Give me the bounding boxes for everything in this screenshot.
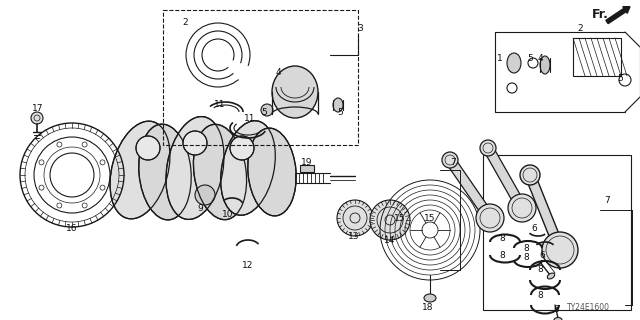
Text: 11: 11 xyxy=(244,114,256,123)
Polygon shape xyxy=(484,146,526,211)
Text: 8: 8 xyxy=(523,244,529,252)
Text: 5: 5 xyxy=(261,108,267,116)
Circle shape xyxy=(230,136,254,160)
Bar xyxy=(483,155,631,310)
Text: 8: 8 xyxy=(499,234,505,243)
Text: 14: 14 xyxy=(384,236,396,244)
Ellipse shape xyxy=(221,121,275,215)
Text: 7: 7 xyxy=(450,157,456,166)
Text: 6: 6 xyxy=(531,223,537,233)
Text: 6: 6 xyxy=(553,306,559,315)
Circle shape xyxy=(261,104,273,116)
Text: 7: 7 xyxy=(604,196,610,204)
Circle shape xyxy=(520,165,540,185)
Text: 3: 3 xyxy=(357,23,363,33)
Bar xyxy=(573,38,621,76)
Text: 8: 8 xyxy=(537,266,543,275)
Ellipse shape xyxy=(554,317,562,320)
Ellipse shape xyxy=(272,66,318,118)
Text: 8: 8 xyxy=(523,253,529,262)
Circle shape xyxy=(337,200,373,236)
Text: 8: 8 xyxy=(499,252,505,260)
Text: 5: 5 xyxy=(337,108,343,116)
Circle shape xyxy=(183,131,207,155)
Bar xyxy=(300,165,314,172)
Ellipse shape xyxy=(333,98,343,112)
Circle shape xyxy=(370,200,410,240)
Circle shape xyxy=(542,232,578,268)
Ellipse shape xyxy=(540,56,550,74)
Circle shape xyxy=(136,136,160,160)
Polygon shape xyxy=(525,173,564,252)
Text: 2: 2 xyxy=(577,23,583,33)
Text: 6: 6 xyxy=(539,251,545,260)
Circle shape xyxy=(442,152,458,168)
Text: 8: 8 xyxy=(537,291,543,300)
Circle shape xyxy=(476,204,504,232)
Text: 10: 10 xyxy=(222,210,234,219)
Text: 13: 13 xyxy=(348,231,360,241)
Text: Fr.: Fr. xyxy=(592,8,609,21)
Circle shape xyxy=(508,194,536,222)
Ellipse shape xyxy=(507,53,521,73)
Text: 17: 17 xyxy=(32,103,44,113)
Ellipse shape xyxy=(547,273,555,279)
Text: 4: 4 xyxy=(537,53,543,62)
Ellipse shape xyxy=(193,124,246,220)
Text: 19: 19 xyxy=(301,157,313,166)
Text: 5: 5 xyxy=(617,74,623,83)
Text: 18: 18 xyxy=(422,303,434,313)
Bar xyxy=(163,10,358,145)
Ellipse shape xyxy=(424,294,436,302)
Text: 15: 15 xyxy=(424,213,436,222)
Text: 2: 2 xyxy=(182,18,188,27)
FancyArrow shape xyxy=(606,7,630,24)
Ellipse shape xyxy=(166,116,224,220)
Ellipse shape xyxy=(248,128,296,216)
Text: 1: 1 xyxy=(497,53,503,62)
Text: TY24E1600: TY24E1600 xyxy=(566,303,609,313)
Text: 9: 9 xyxy=(197,204,203,212)
Text: 5: 5 xyxy=(527,53,533,62)
Text: 12: 12 xyxy=(243,260,253,269)
Text: 15: 15 xyxy=(394,213,406,222)
Polygon shape xyxy=(446,157,494,221)
Ellipse shape xyxy=(139,124,191,220)
Ellipse shape xyxy=(110,121,170,219)
Circle shape xyxy=(195,185,215,205)
Text: 4: 4 xyxy=(275,68,281,76)
Circle shape xyxy=(480,140,496,156)
Text: 11: 11 xyxy=(214,100,226,108)
Text: 16: 16 xyxy=(67,223,77,233)
Circle shape xyxy=(31,112,43,124)
